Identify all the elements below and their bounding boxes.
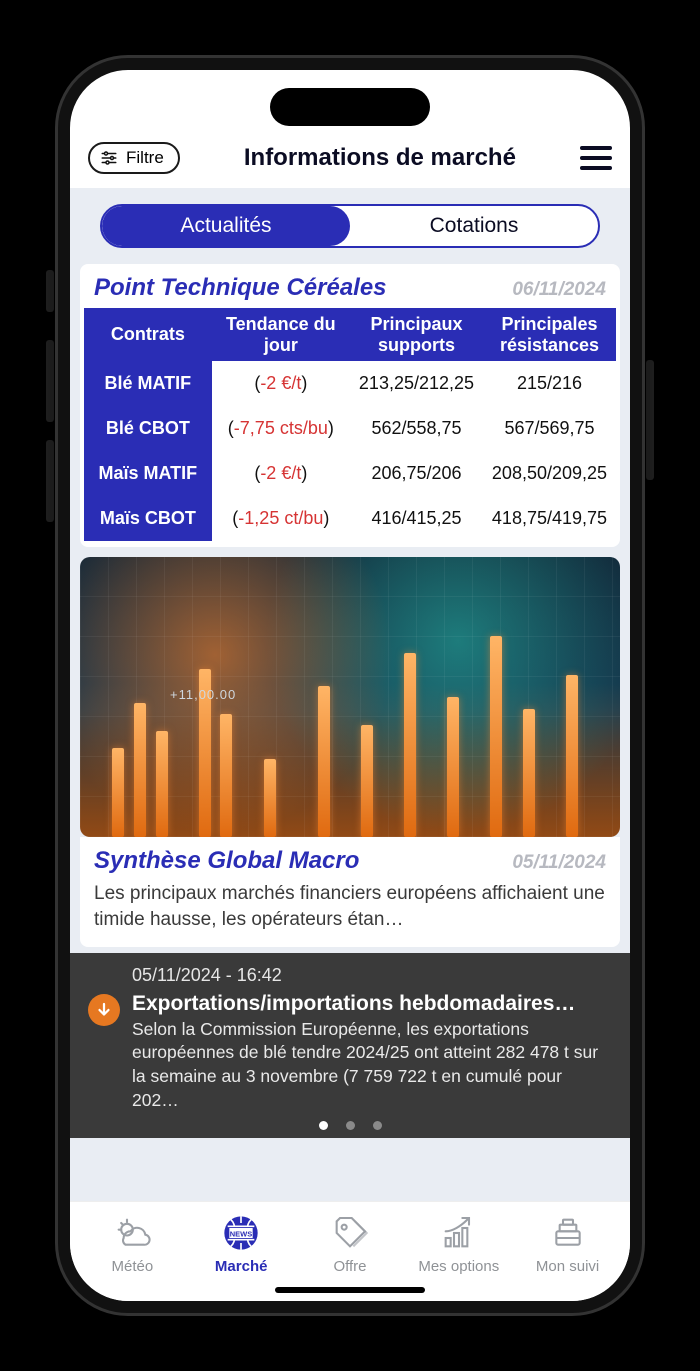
row-resist: 215/216 (483, 361, 616, 406)
news-banner[interactable]: 05/11/2024 - 16:42 Exportations/importat… (70, 953, 630, 1139)
row-trend: (-1,25 ct/bu) (212, 496, 350, 541)
page-body: Actualités Cotations Point Technique Cér… (70, 188, 630, 1201)
col-resistances: Principales résistances (483, 308, 616, 361)
row-contract: Maïs CBOT (84, 496, 212, 541)
weather-icon (111, 1212, 153, 1254)
col-tendance: Tendance du jour (212, 308, 350, 361)
hero-bar-decor (80, 557, 620, 837)
segmented-control: Actualités Cotations (100, 204, 600, 248)
tech-card[interactable]: Point Technique Céréales 06/11/2024 Cont… (80, 264, 620, 547)
article-title: Synthèse Global Macro (94, 847, 359, 875)
news-globe-icon: NEWS (220, 1212, 262, 1254)
nav-meteo[interactable]: Météo (78, 1212, 187, 1275)
nav-offre[interactable]: Offre (296, 1212, 405, 1275)
price-tag-icon (329, 1212, 371, 1254)
article-body: Les principaux marchés financiers europé… (94, 881, 606, 932)
row-contract: Blé CBOT (84, 406, 212, 451)
nav-label: Marché (215, 1258, 268, 1275)
home-indicator (275, 1287, 425, 1293)
table-row: Blé MATIF(-2 €/t)213,25/212,25215/216 (84, 361, 616, 406)
row-resist: 418,75/419,75 (483, 496, 616, 541)
banner-title: Exportations/importations hebdomadaires… (132, 992, 612, 1016)
hero-overlay-label: +11,00.00 (170, 687, 236, 702)
tech-table: Contrats Tendance du jour Principaux sup… (84, 308, 616, 541)
seg-tab-actualites[interactable]: Actualités (102, 206, 350, 246)
nav-label: Météo (112, 1258, 154, 1275)
article-hero-image[interactable]: +11,00.00 (80, 557, 620, 837)
svg-text:NEWS: NEWS (230, 1229, 253, 1238)
tray-stack-icon (547, 1212, 589, 1254)
row-contract: Blé MATIF (84, 361, 212, 406)
page-title: Informations de marché (194, 144, 566, 172)
seg-tab-cotations[interactable]: Cotations (350, 206, 598, 246)
filter-label: Filtre (126, 148, 164, 168)
row-trend: (-2 €/t) (212, 451, 350, 496)
filter-button[interactable]: Filtre (88, 142, 180, 174)
row-trend: (-7,75 cts/bu) (212, 406, 350, 451)
bottom-nav: Météo NEWS Marché Offre Mes options Mon … (70, 1201, 630, 1301)
col-contrats: Contrats (84, 308, 212, 361)
table-row: Blé CBOT(-7,75 cts/bu)562/558,75567/569,… (84, 406, 616, 451)
table-row: Maïs CBOT(-1,25 ct/bu)416/415,25418,75/4… (84, 496, 616, 541)
growth-chart-icon (438, 1212, 480, 1254)
row-support: 206,75/206 (350, 451, 483, 496)
nav-options[interactable]: Mes options (404, 1212, 513, 1275)
article-date: 05/11/2024 (512, 852, 606, 874)
article-card[interactable]: Synthèse Global Macro 05/11/2024 Les pri… (80, 837, 620, 946)
nav-label: Mon suivi (536, 1258, 599, 1275)
banner-body: Selon la Commission Européenne, les expo… (132, 1018, 612, 1113)
banner-timestamp: 05/11/2024 - 16:42 (132, 965, 612, 986)
nav-label: Offre (333, 1258, 366, 1275)
banner-page-dots[interactable] (70, 1121, 630, 1130)
dynamic-island (270, 88, 430, 126)
row-support: 562/558,75 (350, 406, 483, 451)
col-supports: Principaux supports (350, 308, 483, 361)
arrow-down-icon (88, 994, 120, 1026)
row-resist: 567/569,75 (483, 406, 616, 451)
nav-suivi[interactable]: Mon suivi (513, 1212, 622, 1275)
tech-card-date: 06/11/2024 (512, 279, 606, 301)
phone-frame: Filtre Informations de marché Actualités… (58, 58, 642, 1313)
row-support: 416/415,25 (350, 496, 483, 541)
row-resist: 208,50/209,25 (483, 451, 616, 496)
row-contract: Maïs MATIF (84, 451, 212, 496)
row-trend: (-2 €/t) (212, 361, 350, 406)
table-row: Maïs MATIF(-2 €/t)206,75/206208,50/209,2… (84, 451, 616, 496)
row-support: 213,25/212,25 (350, 361, 483, 406)
menu-button[interactable] (580, 146, 612, 170)
sliders-icon (100, 149, 118, 167)
nav-marche[interactable]: NEWS Marché (187, 1212, 296, 1275)
nav-label: Mes options (418, 1258, 499, 1275)
tech-card-title: Point Technique Céréales (94, 274, 387, 302)
